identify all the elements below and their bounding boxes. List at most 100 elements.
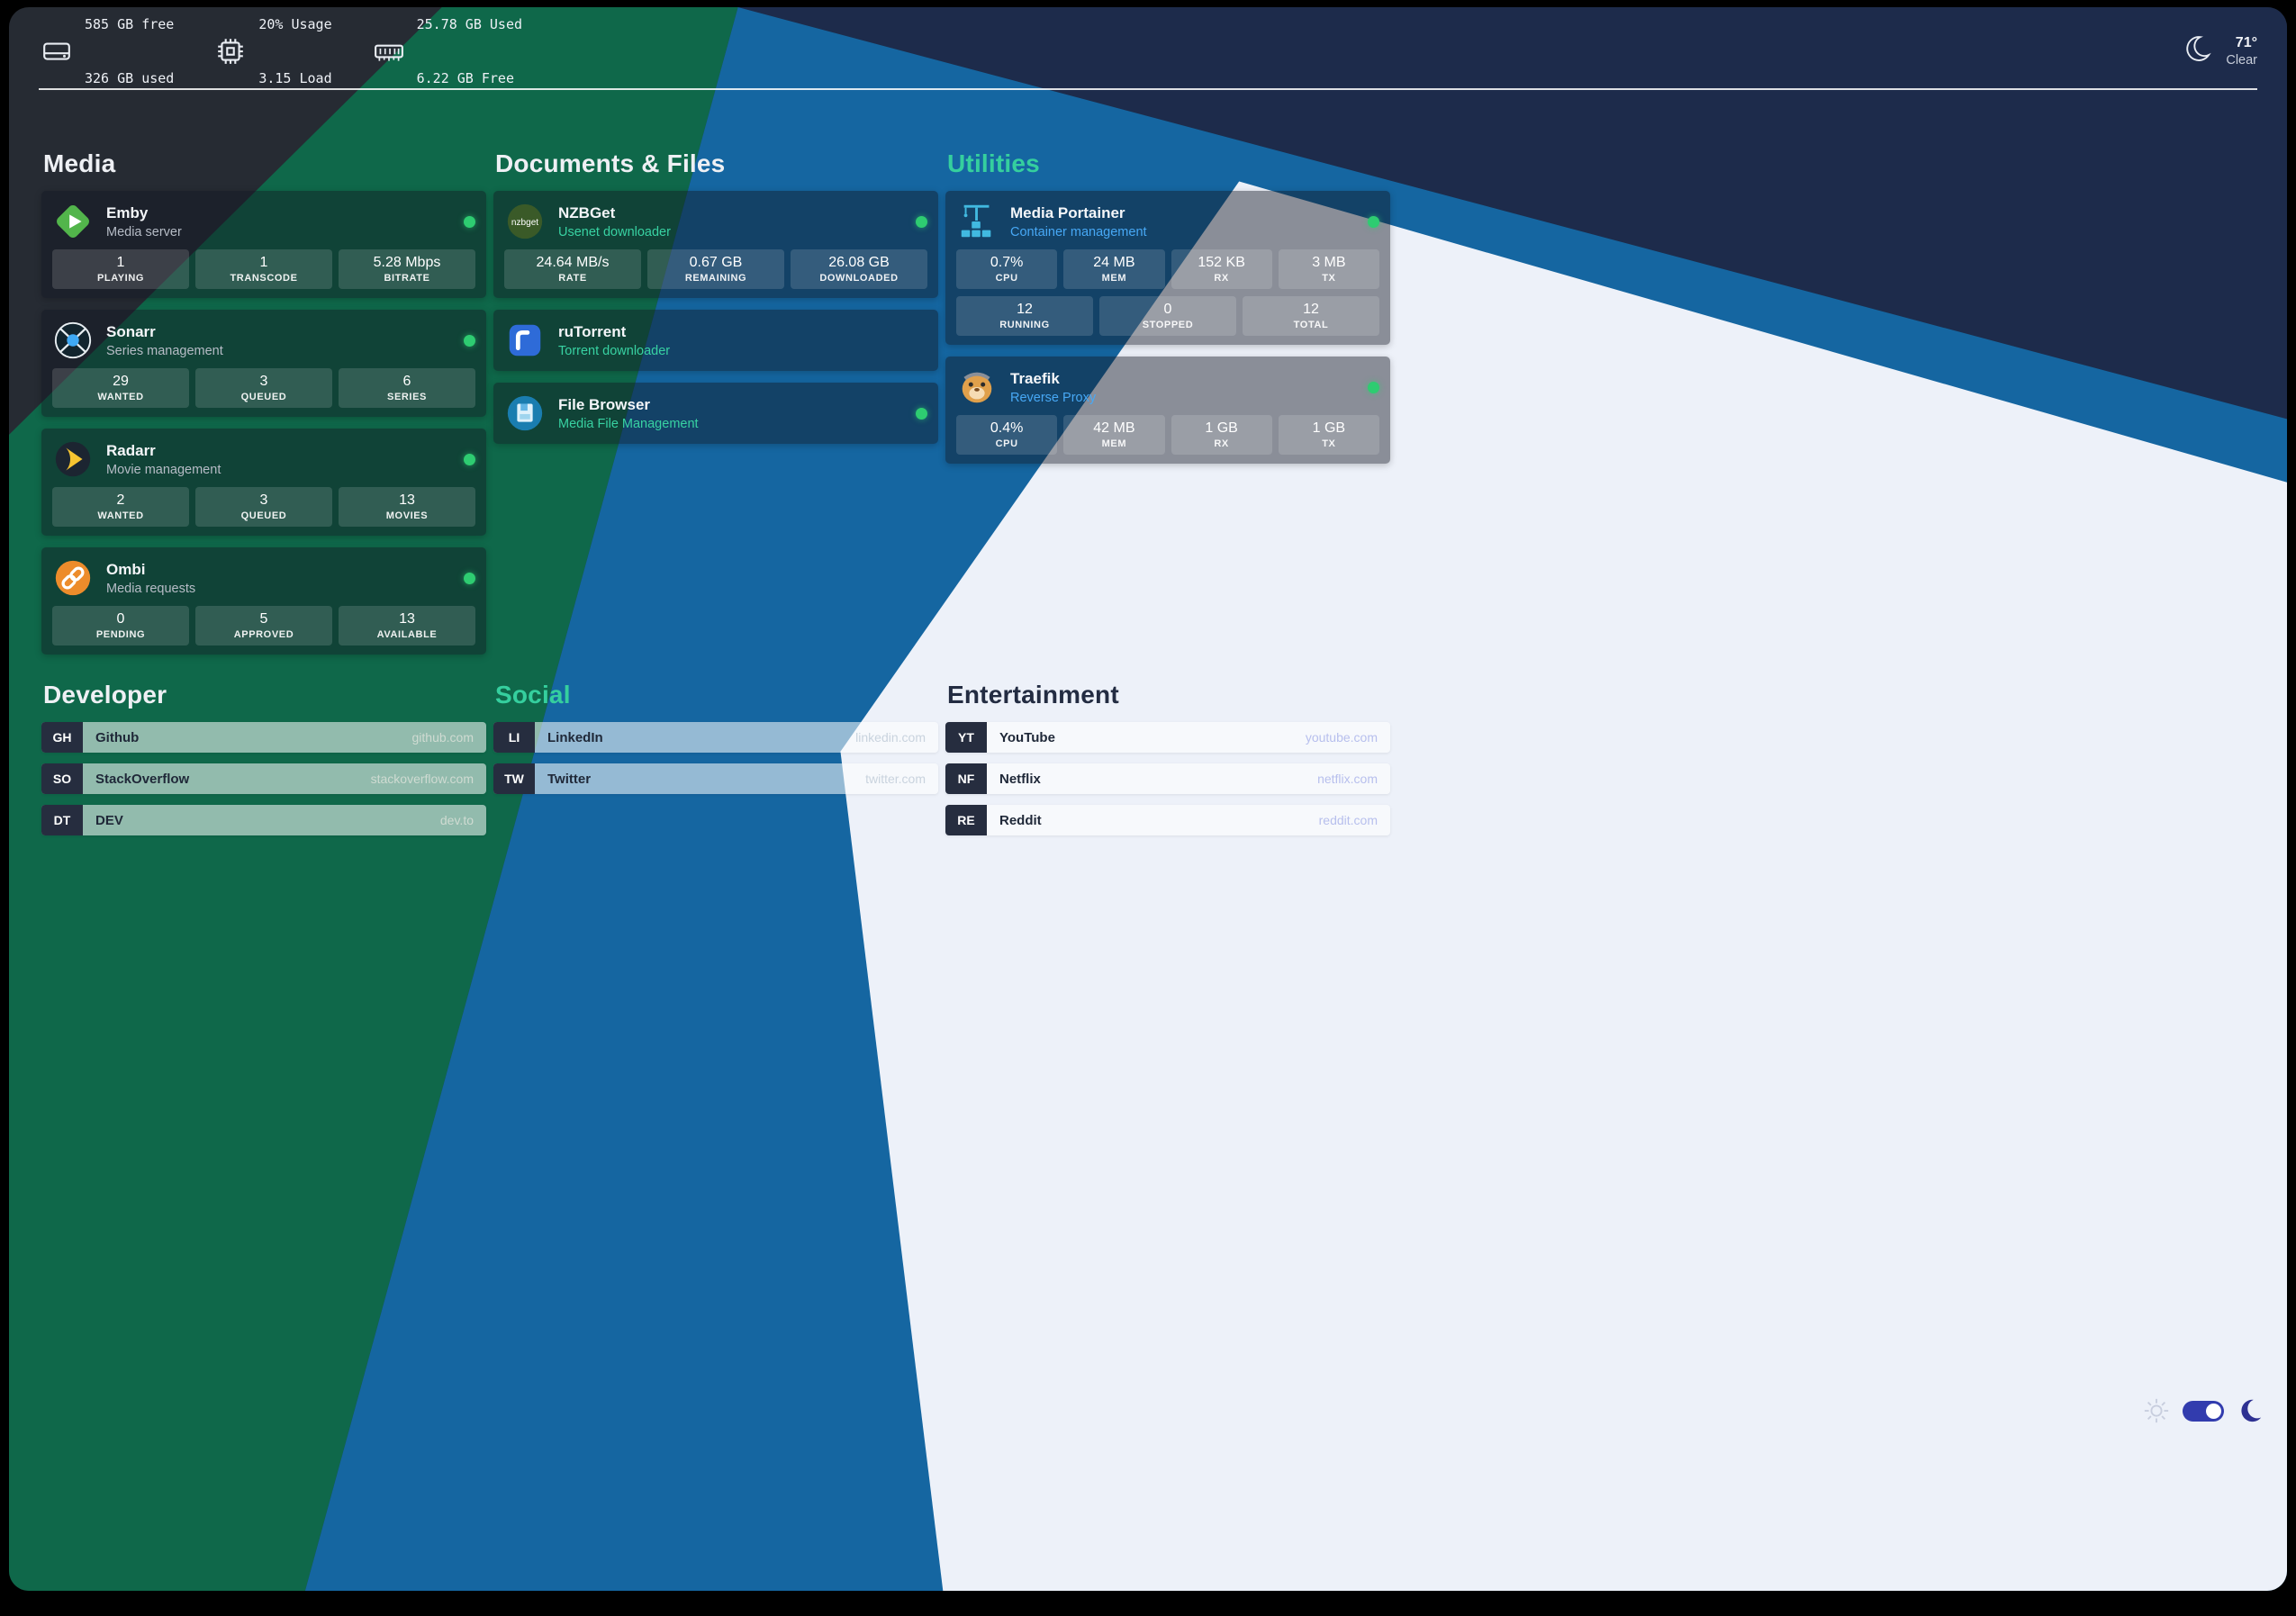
stat-wanted: 29 WANTED (52, 368, 189, 408)
nzbget-icon: nzbget (504, 201, 546, 242)
link-name: StackOverflow (95, 771, 190, 787)
stat-value: 3 (259, 374, 268, 389)
app-card-radarr[interactable]: Radarr Movie management 2 WANTED 3 QUEUE… (41, 429, 486, 536)
traefik-icon (956, 366, 998, 408)
stat-label: PENDING (95, 629, 146, 640)
card-header: ruTorrent Torrent downloader (504, 319, 927, 362)
stat-value: 0.67 GB (689, 255, 743, 270)
stat-cpu: 0.4% CPU (956, 415, 1058, 455)
stat-value: 13 (399, 492, 415, 508)
link-name: DEV (95, 812, 123, 828)
link-abbr: YT (945, 722, 987, 753)
app-card-nzbget[interactable]: nzbget NZBGet Usenet downloader 24.64 MB… (493, 191, 938, 298)
app-card-rutorrent[interactable]: ruTorrent Torrent downloader (493, 310, 938, 371)
app-subtitle: Media requests (106, 581, 196, 596)
dark-mode-moon-icon[interactable] (2237, 1397, 2264, 1424)
link-linkedin[interactable]: LI LinkedIn linkedin.com (493, 722, 938, 753)
stat-value: 3 (259, 492, 268, 508)
stats-row-containers: 12 RUNNING 0 STOPPED 12 TOTAL (956, 296, 1379, 336)
stats-row: 1 PLAYING 1 TRANSCODE 5.28 Mbps BITRATE (52, 249, 475, 289)
link-github[interactable]: GH Github github.com (41, 722, 486, 753)
stat-playing: 1 PLAYING (52, 249, 189, 289)
link-twitter[interactable]: TW Twitter twitter.com (493, 763, 938, 794)
link-dev[interactable]: DT DEV dev.to (41, 805, 486, 835)
section-utilities: Utilities (945, 149, 1390, 464)
weather-temperature: 71° (2235, 35, 2257, 50)
stats-row-resources: 0.7% CPU 24 MB MEM 152 KB RX 3 MB (956, 249, 1379, 289)
link-abbr: LI (493, 722, 535, 753)
link-abbr: TW (493, 763, 535, 794)
link-youtube[interactable]: YT YouTube youtube.com (945, 722, 1390, 753)
stat-queued: 3 QUEUED (195, 487, 332, 527)
stat-total: 12 TOTAL (1243, 296, 1379, 336)
app-card-portainer[interactable]: Media Portainer Container management 0.7… (945, 191, 1390, 345)
app-name: Emby (106, 203, 149, 221)
app-subtitle: Torrent downloader (558, 343, 671, 358)
app-name: ruTorrent (558, 322, 627, 340)
svg-text:nzbget: nzbget (511, 218, 538, 228)
background-stripe-white (840, 181, 2287, 1591)
status-dot-online (464, 215, 475, 228)
stat-value: 12 (1017, 302, 1033, 317)
app-card-sonarr[interactable]: Sonarr Series management 29 WANTED 3 QUE… (41, 310, 486, 417)
stat-mem: 24 MB MEM (1063, 249, 1165, 289)
app-name: Radarr (106, 441, 156, 459)
app-name: Media Portainer (1010, 203, 1125, 221)
stat-label: RUNNING (999, 320, 1050, 330)
stat-value: 12 (1303, 302, 1319, 317)
cpu-usage: 20% Usage (258, 15, 332, 32)
app-subtitle: Movie management (106, 462, 221, 477)
link-reddit[interactable]: RE Reddit reddit.com (945, 805, 1390, 835)
stat-label: PLAYING (96, 273, 145, 284)
app-card-ombi[interactable]: Ombi Media requests 0 PENDING 5 APPROVED (41, 547, 486, 655)
app-name: Sonarr (106, 322, 156, 340)
link-name: YouTube (999, 729, 1055, 745)
app-subtitle: Usenet downloader (558, 224, 671, 239)
link-abbr: NF (945, 763, 987, 794)
memory-free: 6.22 GB Free (416, 70, 514, 87)
disk-free: 585 GB free (85, 15, 175, 32)
stat-label: MOVIES (385, 510, 429, 521)
stat-label: AVAILABLE (376, 629, 438, 640)
theme-toggle-switch[interactable] (2183, 1400, 2224, 1422)
header-divider (39, 88, 2257, 90)
stat-stopped: 0 STOPPED (1099, 296, 1236, 336)
memory-stats: 25.78 GB Used 6.22 GB Free (374, 7, 522, 124)
app-card-emby[interactable]: Emby Media server 1 PLAYING 1 TRANSCODE (41, 191, 486, 298)
stat-label: DOWNLOADED (819, 273, 899, 284)
links-grid: Developer GH Github github.com SO StackO… (41, 681, 1390, 835)
stat-value: 1 (259, 255, 268, 270)
stats-row: 0.4% CPU 42 MB MEM 1 GB RX 1 GB (956, 415, 1379, 455)
stat-value: 5.28 Mbps (373, 255, 441, 270)
link-url: dev.to (439, 813, 474, 827)
link-url: netflix.com (1317, 772, 1378, 786)
stat-wanted: 2 WANTED (52, 487, 189, 527)
theme-controls (2143, 1397, 2264, 1424)
stat-label: BITRATE (384, 273, 430, 284)
stat-rate: 24.64 MB/s RATE (504, 249, 641, 289)
stat-value: 24 MB (1093, 255, 1135, 270)
link-stackoverflow[interactable]: SO StackOverflow stackoverflow.com (41, 763, 486, 794)
app-card-traefik[interactable]: Traefik Reverse Proxy 0.4% CPU 42 MB MEM (945, 357, 1390, 464)
stat-series: 6 SERIES (339, 368, 475, 408)
stat-value: 1 (116, 255, 125, 270)
app-subtitle: Container management (1010, 224, 1147, 239)
card-header: Sonarr Series management (52, 319, 475, 362)
section-title-social: Social (495, 681, 571, 709)
app-card-filebrowser[interactable]: File Browser Media File Management (493, 383, 938, 444)
light-mode-sun-icon[interactable] (2143, 1397, 2170, 1424)
stat-label: TRANSCODE (230, 273, 298, 284)
stats-row: 0 PENDING 5 APPROVED 13 AVAILABLE (52, 606, 475, 645)
stat-running: 12 RUNNING (956, 296, 1093, 336)
stat-tx: 1 GB TX (1278, 415, 1379, 455)
stat-approved: 5 APPROVED (195, 606, 332, 645)
link-url: linkedin.com (855, 730, 926, 745)
link-netflix[interactable]: NF Netflix netflix.com (945, 763, 1390, 794)
ram-icon (374, 36, 404, 67)
card-header: Traefik Reverse Proxy (956, 366, 1379, 409)
stat-rx: 1 GB RX (1171, 415, 1272, 455)
stat-label: RATE (558, 273, 587, 284)
card-header: Emby Media server (52, 200, 475, 243)
card-header: Ombi Media requests (52, 556, 475, 600)
link-url: github.com (411, 730, 474, 745)
